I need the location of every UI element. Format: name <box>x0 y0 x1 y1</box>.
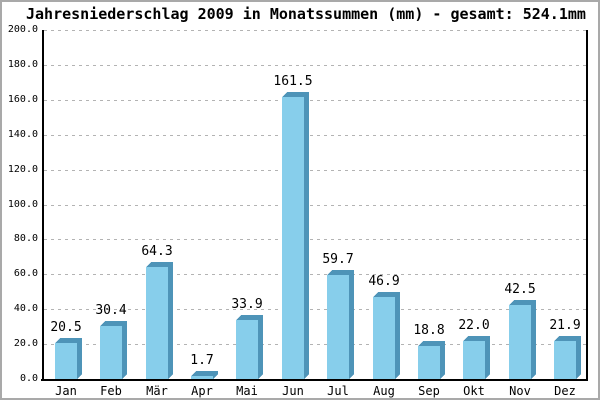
x-axis-line <box>41 379 588 381</box>
bar-value-label-Mär: 64.3 <box>141 244 173 259</box>
y-tick-label: 100.0 <box>7 199 38 210</box>
bar-value-label-Dez: 21.9 <box>549 318 581 333</box>
bar-Feb <box>100 321 127 379</box>
bar-Apr <box>191 371 218 379</box>
y-tick-label: 0.0 <box>19 373 38 384</box>
bar-Jun <box>282 92 309 379</box>
x-category-label-Okt: Okt <box>463 384 485 398</box>
y-tick-label: 60.0 <box>13 268 38 279</box>
x-category-label-Jul: Jul <box>327 384 349 398</box>
gridline-y-100.0 <box>44 205 586 206</box>
y-axis-line-left <box>42 30 44 381</box>
bar-front-face <box>191 376 213 379</box>
bar-front-face <box>509 305 531 379</box>
x-category-label-Apr: Apr <box>191 384 213 398</box>
gridline-y-40.0 <box>44 309 586 310</box>
bar-Dez <box>554 336 581 379</box>
x-category-label-Aug: Aug <box>373 384 395 398</box>
bar-front-face <box>327 275 349 379</box>
bar-value-label-Sep: 18.8 <box>413 323 445 338</box>
bar-Okt <box>463 336 490 379</box>
bar-front-face <box>554 341 576 379</box>
x-category-label-Jan: Jan <box>55 384 77 398</box>
gridline-y-200.0 <box>44 30 586 31</box>
x-category-label-Sep: Sep <box>418 384 440 398</box>
bar-value-label-Jan: 20.5 <box>50 320 82 335</box>
gridline-y-160.0 <box>44 100 586 101</box>
x-category-label-Feb: Feb <box>100 384 122 398</box>
bar-value-label-Mai: 33.9 <box>231 297 263 312</box>
gridline-y-180.0 <box>44 65 586 66</box>
bar-value-label-Jun: 161.5 <box>273 74 313 89</box>
bar-Sep <box>418 341 445 379</box>
x-category-label-Mär: Mär <box>146 384 168 398</box>
bar-Aug <box>373 292 400 379</box>
y-tick-label: 120.0 <box>7 164 38 175</box>
y-tick-label: 140.0 <box>7 129 38 140</box>
x-category-label-Nov: Nov <box>509 384 531 398</box>
gridline-y-20.0 <box>44 344 586 345</box>
bar-Jul <box>327 270 354 379</box>
bar-front-face <box>373 297 395 379</box>
bar-front-face <box>463 341 485 379</box>
bar-front-face <box>282 97 304 379</box>
bar-front-face <box>418 346 440 379</box>
bar-front-face <box>100 326 122 379</box>
y-tick-label: 200.0 <box>7 24 38 35</box>
bar-value-label-Jul: 59.7 <box>322 252 354 267</box>
bar-value-label-Okt: 22.0 <box>458 318 490 333</box>
bar-value-label-Feb: 30.4 <box>95 303 127 318</box>
x-category-label-Jun: Jun <box>282 384 304 398</box>
bar-Mär <box>146 262 173 379</box>
bar-front-face <box>236 320 258 379</box>
bar-value-label-Apr: 1.7 <box>190 353 214 368</box>
x-category-label-Mai: Mai <box>236 384 258 398</box>
gridline-y-80.0 <box>44 239 586 240</box>
gridline-y-60.0 <box>44 274 586 275</box>
y-tick-label: 40.0 <box>13 303 38 314</box>
y-axis-line-right <box>586 30 588 381</box>
bar-value-label-Aug: 46.9 <box>368 274 400 289</box>
chart-title: Jahresniederschlag 2009 in Monatssummen … <box>26 5 586 23</box>
gridline-y-140.0 <box>44 135 586 136</box>
y-tick-label: 20.0 <box>13 338 38 349</box>
bar-Jan <box>55 338 82 379</box>
bar-Nov <box>509 300 536 379</box>
bar-front-face <box>146 267 168 379</box>
bar-Mai <box>236 315 263 379</box>
y-tick-label: 180.0 <box>7 59 38 70</box>
bar-value-label-Nov: 42.5 <box>504 282 536 297</box>
y-tick-label: 160.0 <box>7 94 38 105</box>
gridline-y-120.0 <box>44 170 586 171</box>
x-category-label-Dez: Dez <box>554 384 576 398</box>
y-tick-label: 80.0 <box>13 233 38 244</box>
bar-front-face <box>55 343 77 379</box>
